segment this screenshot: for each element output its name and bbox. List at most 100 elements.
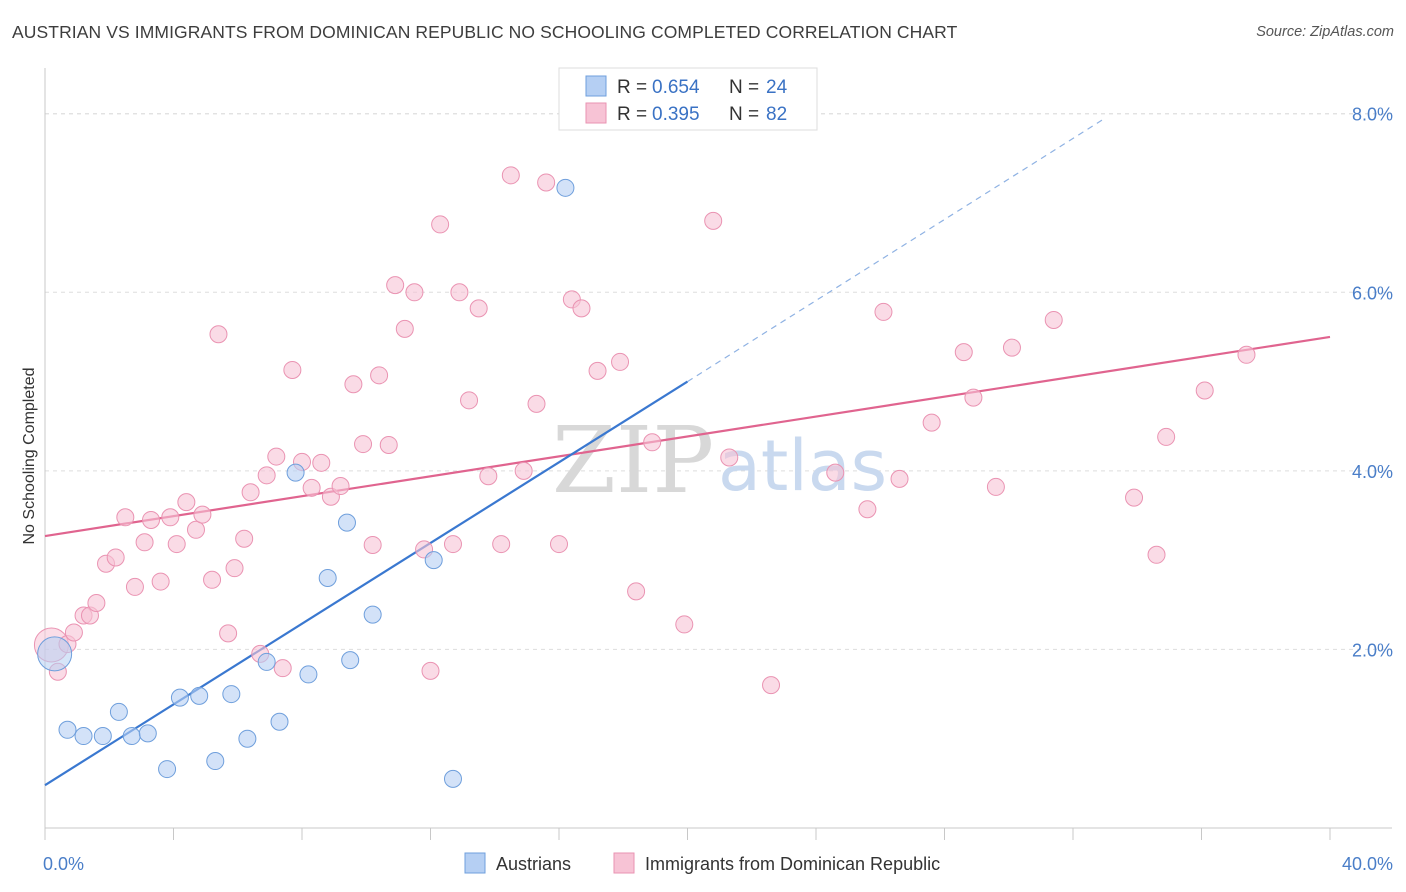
legend-swatch-dominican <box>613 852 635 874</box>
point-dominican <box>460 391 479 410</box>
point-austrians <box>556 178 575 197</box>
point-austrians <box>257 652 276 671</box>
point-dominican <box>186 520 205 539</box>
point-dominican <box>611 352 630 371</box>
stats-n-label: N = <box>729 104 759 125</box>
point-dominican <box>116 508 135 527</box>
point-dominican <box>643 433 662 452</box>
point-dominican <box>890 469 909 488</box>
point-dominican <box>431 215 450 234</box>
point-dominican <box>203 570 222 589</box>
point-dominican <box>572 299 591 318</box>
trend-line-dominican <box>44 335 1331 538</box>
point-austrians <box>58 720 77 739</box>
legend-label-dominican: Immigrants from Dominican Republic <box>645 854 940 874</box>
axes <box>44 68 1392 840</box>
point-dominican <box>627 582 646 601</box>
point-austrians <box>424 551 443 570</box>
point-dominican <box>167 535 186 554</box>
point-dominican <box>964 388 983 407</box>
watermark-atlas: atlas <box>718 425 887 507</box>
watermark-zip: ZIP <box>552 407 714 514</box>
point-austrians <box>109 702 128 721</box>
point-dominican <box>1044 310 1063 329</box>
point-dominican <box>922 413 941 432</box>
point-dominican <box>370 366 389 385</box>
point-dominican <box>858 500 877 519</box>
point-dominican <box>421 661 440 680</box>
stats-r-label: R = <box>617 77 647 98</box>
point-dominican <box>235 529 254 548</box>
point-dominican <box>492 535 511 554</box>
legend-swatch-austrians <box>464 852 486 874</box>
point-austrians <box>299 665 318 684</box>
point-dominican <box>344 375 363 394</box>
point-dominican <box>225 559 244 578</box>
stats-swatch-dominican <box>585 102 607 124</box>
point-dominican <box>135 533 154 552</box>
point-dominican <box>550 535 568 554</box>
point-dominican <box>479 467 498 486</box>
point-dominican <box>354 435 373 454</box>
legend: Austrians Immigrants from Dominican Repu… <box>464 852 940 874</box>
point-dominican <box>125 577 144 596</box>
trend-lines <box>44 117 1331 787</box>
point-dominican <box>874 302 893 321</box>
point-dominican <box>469 299 488 318</box>
point-dominican <box>193 505 212 524</box>
y-tick-label: 2.0% <box>1352 640 1393 660</box>
y-tick-label: 4.0% <box>1352 462 1393 482</box>
point-austrians <box>286 463 305 482</box>
point-dominican <box>331 477 350 496</box>
point-austrians <box>170 688 189 707</box>
point-dominican <box>405 283 424 302</box>
point-austrians <box>190 686 209 705</box>
x-tick-label: 40.0% <box>1342 854 1393 874</box>
stats-n-value: 82 <box>766 104 787 125</box>
point-dominican <box>1002 338 1021 357</box>
point-dominican <box>312 453 331 472</box>
source-credit: Source: ZipAtlas.com <box>1256 24 1394 40</box>
point-austrians <box>337 513 356 532</box>
stats-n-value: 24 <box>766 77 788 98</box>
point-dominican <box>177 493 196 512</box>
point-dominican <box>443 535 462 554</box>
point-dominican <box>283 360 302 379</box>
point-dominican <box>219 624 238 643</box>
y-tick-labels: 2.0% 4.0% 6.0% 8.0% <box>1352 105 1393 661</box>
point-austrians <box>206 752 225 771</box>
point-dominican <box>704 211 723 230</box>
point-dominican <box>302 478 321 497</box>
legend-label-austrians: Austrians <box>496 854 571 874</box>
point-dominican <box>1125 488 1144 507</box>
point-dominican <box>1195 381 1214 400</box>
point-austrians <box>93 727 112 746</box>
point-austrians <box>158 760 177 779</box>
x-tick-label: 0.0% <box>43 854 84 874</box>
trend-line-austrians-extension <box>687 117 1106 383</box>
point-dominican <box>257 466 276 485</box>
point-dominican <box>762 676 781 695</box>
point-austrians <box>138 724 157 743</box>
point-dominican <box>106 548 125 567</box>
point-dominican <box>363 535 382 554</box>
point-austrians <box>443 769 462 788</box>
point-dominican <box>267 447 286 466</box>
point-dominican <box>1237 345 1256 364</box>
data-points <box>33 166 1256 788</box>
point-dominican <box>151 572 170 591</box>
trend-line-austrians <box>44 380 689 787</box>
point-dominican <box>241 483 260 502</box>
point-austrians <box>363 605 382 624</box>
watermark: ZIP atlas <box>552 407 887 514</box>
stats-r-value: 0.654 <box>652 77 700 98</box>
point-austrians <box>238 729 257 748</box>
point-dominican <box>1157 427 1176 446</box>
point-austrians <box>318 569 337 587</box>
point-dominican <box>273 659 292 678</box>
stats-box: R = 0.654 N = 24 R = 0.395 N = 82 <box>558 67 818 131</box>
point-dominican <box>161 508 180 527</box>
stats-r-value: 0.395 <box>652 104 700 125</box>
point-austrians <box>122 727 141 746</box>
point-dominican <box>87 594 106 612</box>
